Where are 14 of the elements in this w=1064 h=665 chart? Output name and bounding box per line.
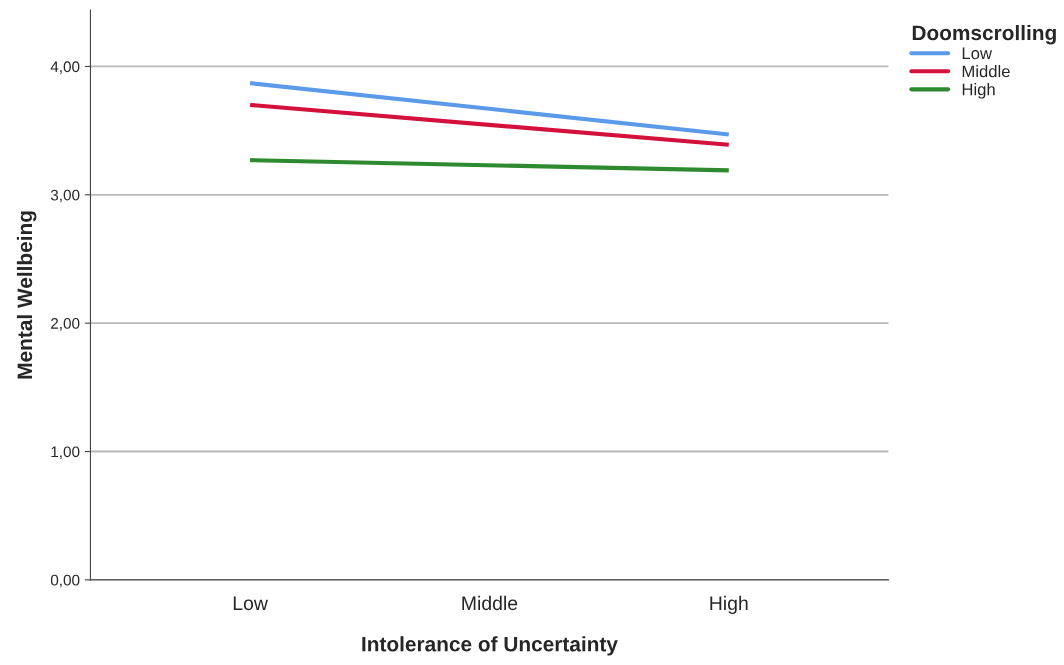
- legend-label: Middle: [962, 65, 1010, 78]
- x-tick-label: Middle: [462, 595, 518, 611]
- y-tick-label: 0,00: [50, 574, 80, 588]
- y-tick-label: 4,00: [50, 61, 80, 74]
- legend-title: Doomscrolling: [912, 24, 1056, 45]
- legend-label: Low: [962, 47, 993, 60]
- x-tick-label: High: [710, 595, 748, 614]
- y-tick-label: 2,00: [51, 318, 80, 331]
- x-axis-title: Intolerance of Uncertainty: [362, 636, 618, 656]
- y-axis-title: Mental Wellbeing: [16, 211, 37, 379]
- x-tick-label: Low: [233, 596, 268, 611]
- y-tick-label: 3,00: [50, 189, 80, 203]
- y-tick-label: 1,00: [51, 446, 80, 460]
- legend-label: High: [962, 83, 995, 99]
